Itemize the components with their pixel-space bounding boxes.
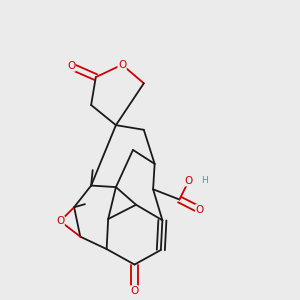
Text: O: O — [195, 205, 204, 215]
Text: O: O — [56, 216, 64, 226]
Text: O: O — [118, 60, 126, 70]
Text: O: O — [184, 176, 193, 186]
Text: O: O — [67, 61, 75, 71]
Text: O: O — [130, 286, 139, 296]
Text: H: H — [202, 176, 208, 185]
